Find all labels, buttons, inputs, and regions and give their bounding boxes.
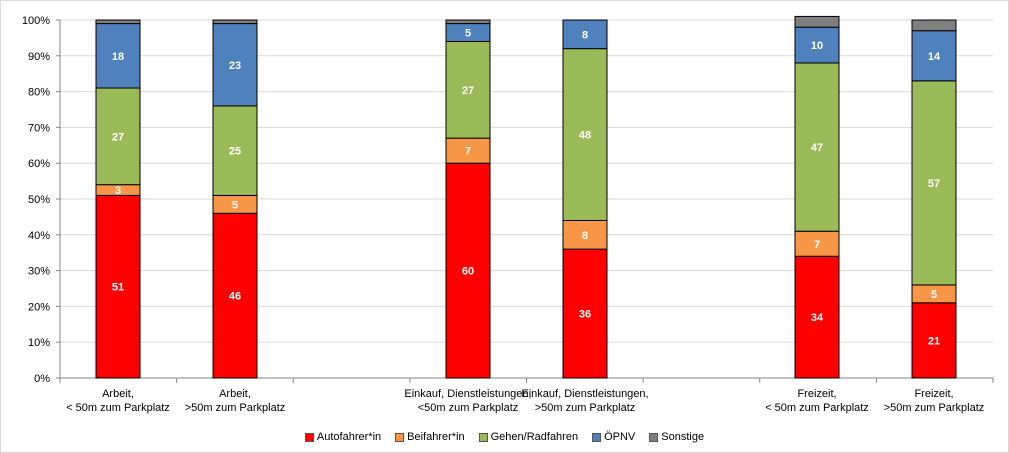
y-tick-label: 50%	[28, 194, 50, 206]
data-label: 48	[579, 130, 591, 142]
data-label: 5	[931, 289, 937, 301]
legend-swatch	[649, 432, 659, 442]
x-category-label: Einkauf, Dienstleistungen,	[404, 388, 531, 400]
x-category-label: Arbeit,	[219, 388, 251, 400]
data-label: 27	[112, 131, 124, 143]
data-label: 5	[465, 28, 471, 40]
x-category-label: < 50m zum Parkplatz	[765, 402, 869, 414]
legend-label: Gehen/Radfahren	[490, 431, 579, 443]
y-tick-label: 0%	[34, 373, 50, 385]
bar-segment	[911, 302, 957, 379]
data-label: 8	[582, 230, 588, 242]
bar-segment	[212, 105, 258, 196]
bar-segment	[95, 87, 141, 186]
bar-segment	[445, 162, 491, 379]
x-category-label: >50m zum Parkplatz	[884, 402, 985, 414]
data-label: 60	[462, 266, 474, 278]
legend: Autofahrer*in Beifahrer*in Gehen/Radfahren…	[0, 428, 1009, 446]
legend-label: Beifahrer*in	[407, 431, 465, 443]
y-tick-label: 100%	[22, 15, 50, 27]
data-label: 7	[814, 239, 820, 251]
y-tick-label: 20%	[28, 301, 50, 313]
legend-item: Gehen/Radfahren	[478, 431, 579, 443]
legend-swatch	[304, 432, 314, 442]
y-tick-label: 10%	[28, 337, 50, 349]
data-label: 57	[928, 178, 940, 190]
bar-segment	[911, 19, 957, 32]
legend-swatch	[592, 432, 602, 442]
data-label: 10	[811, 40, 823, 52]
x-category-label: >50m zum Parkplatz	[535, 402, 636, 414]
legend-label: Autofahrer*in	[316, 431, 382, 443]
y-tick-label: 80%	[28, 87, 50, 99]
bar-segment	[911, 30, 957, 82]
y-tick-label: 60%	[28, 158, 50, 170]
data-label: 3	[115, 185, 121, 197]
y-tick-label: 90%	[28, 51, 50, 63]
data-label: 18	[112, 51, 124, 63]
bar-segment	[562, 219, 608, 250]
x-category-label: < 50m zum Parkplatz	[66, 402, 170, 414]
data-label: 7	[465, 146, 471, 158]
bar-segment	[95, 19, 141, 25]
legend-label: ÖPNV	[604, 431, 636, 443]
data-label: 14	[928, 51, 941, 63]
bar-segment	[562, 48, 608, 221]
bar-segment	[794, 26, 840, 64]
bar-segment	[794, 15, 840, 28]
x-category-label: Einkauf, Dienstleistungen,	[521, 388, 648, 400]
x-category-label: <50m zum Parkplatz	[418, 402, 519, 414]
y-tick-label: 70%	[28, 122, 50, 134]
legend-item: Autofahrer*in	[304, 431, 382, 443]
data-label: 36	[579, 309, 591, 321]
x-category-label: Freizeit,	[914, 388, 953, 400]
data-label: 34	[811, 312, 824, 324]
data-label: 25	[229, 146, 241, 158]
legend-item: Beifahrer*in	[395, 431, 465, 443]
data-label: 46	[229, 291, 241, 303]
bar-segment	[95, 194, 141, 379]
legend-item: Sonstige	[649, 431, 704, 443]
y-tick-label: 30%	[28, 266, 50, 278]
data-label: 23	[229, 60, 241, 72]
x-category-label: Arbeit,	[102, 388, 134, 400]
bar-segment	[911, 80, 957, 286]
legend-item: ÖPNV	[592, 431, 635, 443]
data-label: 5	[232, 199, 238, 211]
bar-segment	[212, 19, 258, 25]
legend-swatch	[395, 432, 405, 442]
bar-segment	[562, 248, 608, 379]
data-label: 51	[112, 282, 124, 294]
data-label: 47	[811, 142, 823, 154]
bar-segment	[212, 212, 258, 379]
bar-segment	[445, 19, 491, 25]
bar-segment	[445, 137, 491, 164]
bar-segment	[212, 23, 258, 107]
data-label: 21	[928, 335, 940, 347]
bar-segment	[562, 19, 608, 50]
legend-label: Sonstige	[661, 431, 705, 443]
y-tick-label: 40%	[28, 230, 50, 242]
legend-swatch	[478, 432, 488, 442]
bar-segment	[445, 40, 491, 139]
bar-segment	[794, 255, 840, 379]
data-label: 8	[582, 29, 588, 41]
bar-segment	[794, 62, 840, 232]
x-category-label: Freizeit,	[797, 388, 836, 400]
data-label: 27	[462, 85, 474, 97]
x-category-label: >50m zum Parkplatz	[185, 402, 286, 414]
